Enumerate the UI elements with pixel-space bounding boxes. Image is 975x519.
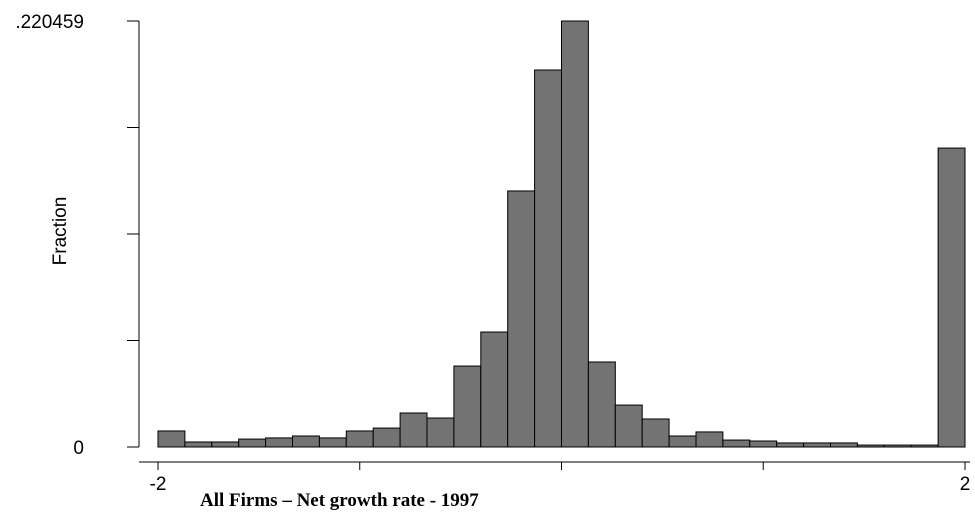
bar bbox=[292, 435, 320, 448]
y-tick-label: .220459 bbox=[15, 12, 84, 33]
bar bbox=[426, 417, 455, 448]
y-axis-label: Fraction bbox=[50, 197, 71, 266]
bar bbox=[480, 331, 509, 448]
bar bbox=[856, 444, 885, 448]
chart-title: All Firms – Net growth rate - 1997 bbox=[200, 490, 479, 511]
bar bbox=[722, 439, 751, 448]
bar bbox=[318, 437, 347, 448]
bar bbox=[561, 20, 589, 448]
bar bbox=[534, 69, 563, 448]
x-tick-label: 2 bbox=[960, 474, 971, 495]
bar bbox=[883, 444, 912, 448]
bar bbox=[507, 190, 536, 448]
bar bbox=[910, 444, 939, 448]
bar bbox=[614, 404, 643, 448]
bar bbox=[937, 147, 966, 448]
bar bbox=[453, 365, 482, 448]
bar bbox=[641, 418, 670, 448]
bar bbox=[184, 441, 213, 448]
bar bbox=[399, 412, 428, 448]
bar bbox=[372, 427, 401, 448]
x-tick-label: -2 bbox=[150, 474, 167, 495]
bar bbox=[265, 437, 294, 448]
bar bbox=[157, 430, 186, 448]
bar bbox=[829, 442, 858, 448]
y-tick-label: 0 bbox=[73, 438, 84, 459]
bar bbox=[695, 431, 724, 448]
bar bbox=[238, 438, 267, 448]
bar bbox=[345, 430, 374, 448]
bar bbox=[211, 441, 240, 448]
bar bbox=[668, 435, 697, 448]
bar bbox=[803, 442, 831, 448]
bar bbox=[587, 361, 616, 448]
bar bbox=[749, 440, 778, 448]
bar bbox=[776, 442, 805, 448]
